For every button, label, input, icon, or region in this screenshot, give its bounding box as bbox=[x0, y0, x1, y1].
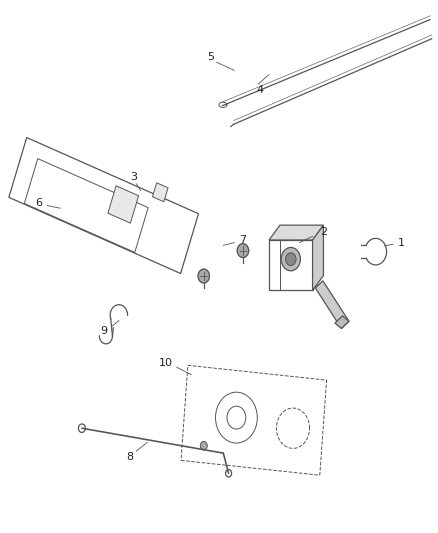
Text: 1: 1 bbox=[398, 238, 405, 248]
Polygon shape bbox=[9, 138, 198, 273]
Circle shape bbox=[200, 441, 207, 450]
Text: 4: 4 bbox=[257, 85, 264, 95]
Circle shape bbox=[78, 424, 85, 432]
Polygon shape bbox=[237, 244, 249, 257]
Text: 2: 2 bbox=[320, 227, 327, 237]
Polygon shape bbox=[108, 186, 138, 223]
Polygon shape bbox=[313, 225, 323, 290]
Polygon shape bbox=[198, 269, 209, 283]
Circle shape bbox=[281, 247, 300, 271]
Polygon shape bbox=[315, 281, 349, 328]
Text: 3: 3 bbox=[131, 172, 138, 182]
Text: 8: 8 bbox=[126, 453, 133, 463]
Polygon shape bbox=[269, 240, 313, 290]
Text: 5: 5 bbox=[207, 52, 214, 62]
Text: 7: 7 bbox=[240, 235, 247, 245]
Circle shape bbox=[226, 470, 232, 477]
Polygon shape bbox=[152, 183, 168, 202]
Circle shape bbox=[286, 253, 296, 265]
Text: 10: 10 bbox=[159, 358, 173, 368]
Polygon shape bbox=[181, 365, 327, 475]
Text: 6: 6 bbox=[35, 198, 42, 208]
Polygon shape bbox=[335, 316, 349, 328]
Polygon shape bbox=[269, 225, 323, 240]
Text: 9: 9 bbox=[100, 326, 107, 336]
